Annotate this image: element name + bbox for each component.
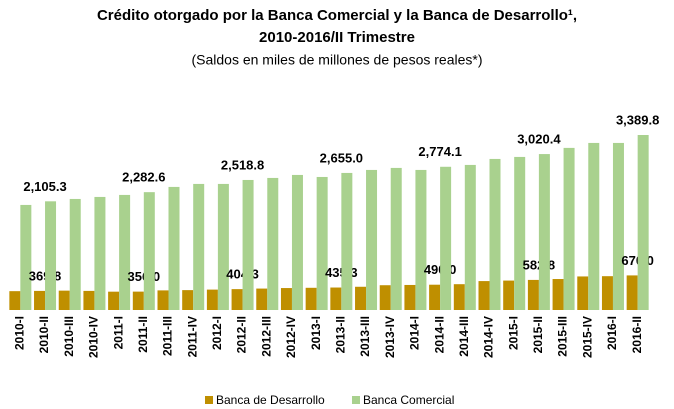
bar <box>355 286 367 310</box>
bar <box>478 281 490 310</box>
bar <box>563 147 575 310</box>
bar <box>341 172 353 310</box>
bar <box>157 290 169 310</box>
bar <box>280 288 292 310</box>
chart-title: 2010-2016/II Trimestre <box>259 29 415 46</box>
bar <box>503 280 515 310</box>
x-tick-label: 2010-I <box>13 316 27 350</box>
data-label: 2,518.8 <box>221 157 264 172</box>
data-label: 2,105.3 <box>23 179 66 194</box>
x-tick-label: 2010-IV <box>87 316 101 358</box>
bar <box>206 289 218 310</box>
x-tick-label: 2014-II <box>432 316 446 353</box>
bar <box>390 167 402 310</box>
x-tick-label: 2012-IV <box>284 316 298 358</box>
x-tick-label: 2014-IV <box>482 316 496 358</box>
x-tick-label: 2014-III <box>457 316 471 357</box>
bar <box>404 284 416 310</box>
x-tick-label: 2011-I <box>111 316 125 349</box>
bar <box>108 291 120 310</box>
legend-label: Banca de Desarrollo <box>216 393 325 407</box>
bar <box>94 196 106 310</box>
x-tick-label: 2013-II <box>334 316 348 353</box>
bar <box>577 276 589 310</box>
x-tick-label: 2012-II <box>235 316 249 353</box>
bar <box>612 142 624 310</box>
bar <box>256 288 268 310</box>
x-tick-label: 2016-I <box>605 316 619 350</box>
x-tick-label: 2013-III <box>358 316 372 357</box>
bar <box>9 291 21 310</box>
bar <box>527 279 539 310</box>
bar <box>601 276 613 310</box>
bar <box>119 194 131 310</box>
bar <box>20 204 32 310</box>
bar <box>440 166 452 310</box>
bar <box>588 142 600 310</box>
bar <box>69 198 81 310</box>
bar <box>538 154 550 310</box>
x-tick-label: 2014-I <box>408 316 422 350</box>
x-tick-label: 2015-IV <box>580 316 594 358</box>
bar <box>330 287 342 310</box>
bar <box>291 174 303 310</box>
bar <box>415 169 427 310</box>
legend-swatch <box>205 396 213 404</box>
bar <box>637 135 649 310</box>
data-label: 3,389.8 <box>616 112 659 127</box>
x-tick-label: 2013-I <box>309 316 323 350</box>
bar <box>626 275 638 310</box>
bar <box>305 287 317 310</box>
bar <box>552 279 564 310</box>
data-label: 3,020.4 <box>517 132 561 147</box>
x-tick-label: 2012-III <box>259 316 273 357</box>
data-label: 2,655.0 <box>320 150 363 165</box>
bar <box>168 186 180 310</box>
bar <box>45 201 57 310</box>
x-tick-label: 2012-I <box>210 316 224 350</box>
x-tick-label: 2015-III <box>556 316 570 357</box>
x-tick-label: 2011-III <box>161 316 175 356</box>
bar <box>514 156 526 310</box>
chart-subtitle: (Saldos en miles de millones de pesos re… <box>191 52 482 68</box>
bar <box>267 177 279 310</box>
bar <box>453 284 465 310</box>
bar <box>83 290 95 310</box>
bar <box>143 192 155 310</box>
x-tick-label: 2015-I <box>506 316 520 350</box>
bar <box>58 290 70 310</box>
data-label: 2,774.1 <box>418 144 461 159</box>
x-tick-label: 2015-II <box>531 316 545 353</box>
bar <box>316 176 328 310</box>
x-tick-label: 2010-III <box>62 316 76 357</box>
bar <box>379 285 391 310</box>
bar <box>242 179 254 310</box>
bar <box>217 183 229 310</box>
legend-label: Banca Comercial <box>363 393 454 407</box>
data-label: 2,282.6 <box>122 170 165 185</box>
bar <box>182 290 194 310</box>
x-tick-label: 2013-IV <box>383 316 397 358</box>
bar <box>464 164 476 310</box>
bar <box>429 284 441 310</box>
bar <box>34 290 46 310</box>
legend-swatch <box>352 396 360 404</box>
x-tick-label: 2011-IV <box>185 316 199 357</box>
bar <box>132 291 144 310</box>
x-tick-label: 2011-II <box>136 316 150 353</box>
bar <box>489 158 501 310</box>
bar <box>193 183 205 310</box>
x-tick-label: 2016-II <box>630 316 644 353</box>
bar <box>231 289 243 310</box>
bar <box>366 169 378 310</box>
chart-title: Crédito otorgado por la Banca Comercial … <box>97 7 577 24</box>
x-tick-label: 2010-II <box>37 316 51 353</box>
